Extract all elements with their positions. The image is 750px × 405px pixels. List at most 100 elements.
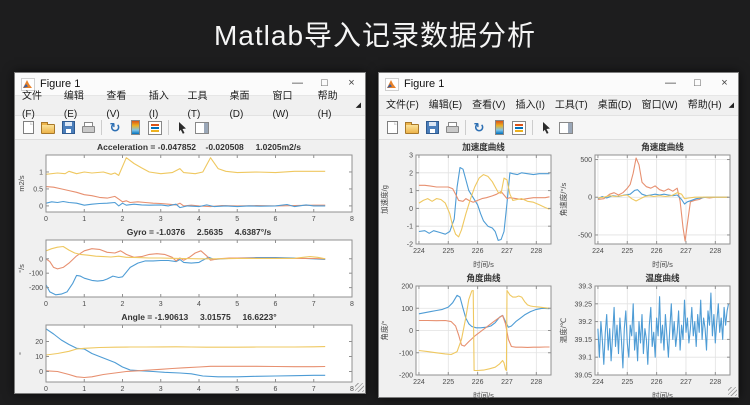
data-panel-button[interactable]: [192, 118, 212, 138]
svg-text:39.15: 39.15: [574, 337, 592, 344]
svg-text:°: °: [17, 352, 26, 355]
svg-text:2: 2: [409, 170, 413, 177]
svg-text:225: 225: [621, 379, 633, 386]
svg-text:228: 228: [530, 379, 542, 386]
data-panel-icon: [195, 121, 209, 134]
svg-text:3: 3: [159, 216, 163, 223]
menu-edit[interactable]: 编辑(E): [428, 99, 463, 111]
svg-text:0: 0: [409, 206, 413, 213]
close-button[interactable]: ×: [721, 77, 728, 89]
svg-text:3: 3: [159, 386, 163, 393]
menu-overflow-icon[interactable]: ◢: [355, 101, 361, 109]
svg-text:225: 225: [442, 379, 454, 386]
matlab-icon: [385, 77, 399, 91]
title-bar[interactable]: Figure 1 — □ ×: [15, 73, 365, 96]
svg-text:加速度曲线: 加速度曲线: [461, 142, 505, 152]
window-controls: — □ ×: [657, 73, 738, 95]
new-document-button[interactable]: [382, 118, 402, 138]
save-icon: [425, 121, 439, 134]
rotate-3d-button[interactable]: ↻: [469, 118, 489, 138]
menu-overflow-icon[interactable]: ◢: [728, 101, 734, 109]
svg-text:Gyro = -1.0376 2.5635: Gyro = -1.0376 2.5635 4.6387°/s: [127, 227, 272, 237]
svg-text:0: 0: [44, 386, 48, 393]
svg-text:温度曲线: 温度曲线: [645, 273, 680, 283]
title-bar[interactable]: Figure 1 — □ ×: [379, 73, 738, 96]
menu-window[interactable]: 窗口(W): [272, 90, 293, 120]
svg-text:-100: -100: [399, 350, 413, 357]
data-panel-button[interactable]: [556, 118, 576, 138]
open-folder-icon: [41, 122, 55, 134]
svg-text:227: 227: [680, 248, 692, 255]
svg-text:225: 225: [442, 248, 454, 255]
save-button[interactable]: [58, 118, 78, 138]
resize-grip[interactable]: [355, 383, 364, 392]
svg-text:1: 1: [39, 169, 43, 176]
figure-window-left: Figure 1 — □ × 文件(F) 编辑(E) 查看(V) 插入(I) 工…: [14, 72, 366, 394]
toolbar-separator: [168, 120, 169, 135]
menu-desktop[interactable]: 桌面(D): [597, 99, 632, 111]
edit-plot-button[interactable]: [172, 118, 192, 138]
save-button[interactable]: [422, 118, 442, 138]
pointer-icon: [543, 122, 550, 134]
new-document-button[interactable]: [18, 118, 38, 138]
svg-text:8: 8: [350, 301, 354, 308]
svg-text:时间/s: 时间/s: [652, 390, 673, 400]
open-folder-button[interactable]: [38, 118, 58, 138]
menu-desktop[interactable]: 桌面(D): [229, 90, 250, 120]
svg-text:225: 225: [621, 248, 633, 255]
svg-text:228: 228: [530, 248, 542, 255]
rotate-3d-button[interactable]: ↻: [105, 118, 125, 138]
svg-text:227: 227: [501, 248, 513, 255]
menu-bar: 文件(F) 编辑(E) 查看(V) 插入(I) 工具(T) 桌面(D) 窗口(W…: [379, 96, 738, 116]
print-icon: [82, 122, 95, 133]
resize-grip[interactable]: [728, 387, 737, 396]
svg-text:224: 224: [413, 379, 425, 386]
menu-file[interactable]: 文件(F): [22, 90, 42, 120]
svg-text:0: 0: [409, 328, 413, 335]
window-controls: — □ ×: [284, 73, 365, 95]
print-button[interactable]: [78, 118, 98, 138]
minimize-button[interactable]: —: [665, 77, 676, 89]
pointer-icon: [179, 122, 186, 134]
maximize-button[interactable]: □: [694, 77, 701, 89]
svg-text:Angle = -1.90613 3.01575: Angle = -1.90613 3.01575 16.6223°: [121, 312, 277, 322]
insert-legend-button[interactable]: [145, 118, 165, 138]
toolbar-separator: [101, 120, 102, 135]
minimize-button[interactable]: —: [292, 77, 303, 89]
svg-text:227: 227: [501, 379, 513, 386]
close-button[interactable]: ×: [348, 77, 355, 89]
svg-text:10: 10: [35, 354, 43, 361]
rotate-icon: ↻: [473, 120, 485, 135]
svg-text:1: 1: [82, 386, 86, 393]
legend-icon: [512, 120, 526, 135]
menu-tools[interactable]: 工具(T): [554, 99, 588, 111]
svg-text:228: 228: [709, 379, 721, 386]
menu-insert[interactable]: 插入(I): [148, 90, 169, 120]
edit-plot-button[interactable]: [536, 118, 556, 138]
menu-view[interactable]: 查看(V): [106, 90, 127, 120]
menu-help[interactable]: 帮助(H): [687, 99, 722, 111]
menu-help[interactable]: 帮助(H): [317, 90, 338, 120]
print-button[interactable]: [442, 118, 462, 138]
svg-text:39.2: 39.2: [578, 319, 592, 326]
menu-edit[interactable]: 编辑(E): [63, 90, 84, 120]
insert-colorbar-button[interactable]: [489, 118, 509, 138]
menu-window[interactable]: 窗口(W): [641, 99, 678, 111]
menu-file[interactable]: 文件(F): [386, 99, 419, 111]
svg-text:角速度/°/s: 角速度/°/s: [558, 183, 568, 217]
menu-tools[interactable]: 工具(T): [187, 90, 208, 120]
svg-text:39.25: 39.25: [574, 301, 592, 308]
svg-text:2: 2: [121, 216, 125, 223]
insert-legend-button[interactable]: [509, 118, 529, 138]
menu-view[interactable]: 查看(V): [472, 99, 506, 111]
svg-text:5: 5: [235, 216, 239, 223]
open-folder-button[interactable]: [402, 118, 422, 138]
svg-text:0: 0: [39, 256, 43, 263]
maximize-button[interactable]: □: [321, 77, 328, 89]
insert-colorbar-button[interactable]: [125, 118, 145, 138]
svg-text:时间/s: 时间/s: [652, 259, 673, 269]
menu-insert[interactable]: 插入(I): [515, 99, 545, 111]
svg-text:4: 4: [197, 386, 201, 393]
svg-text:7: 7: [312, 386, 316, 393]
svg-text:6: 6: [274, 216, 278, 223]
